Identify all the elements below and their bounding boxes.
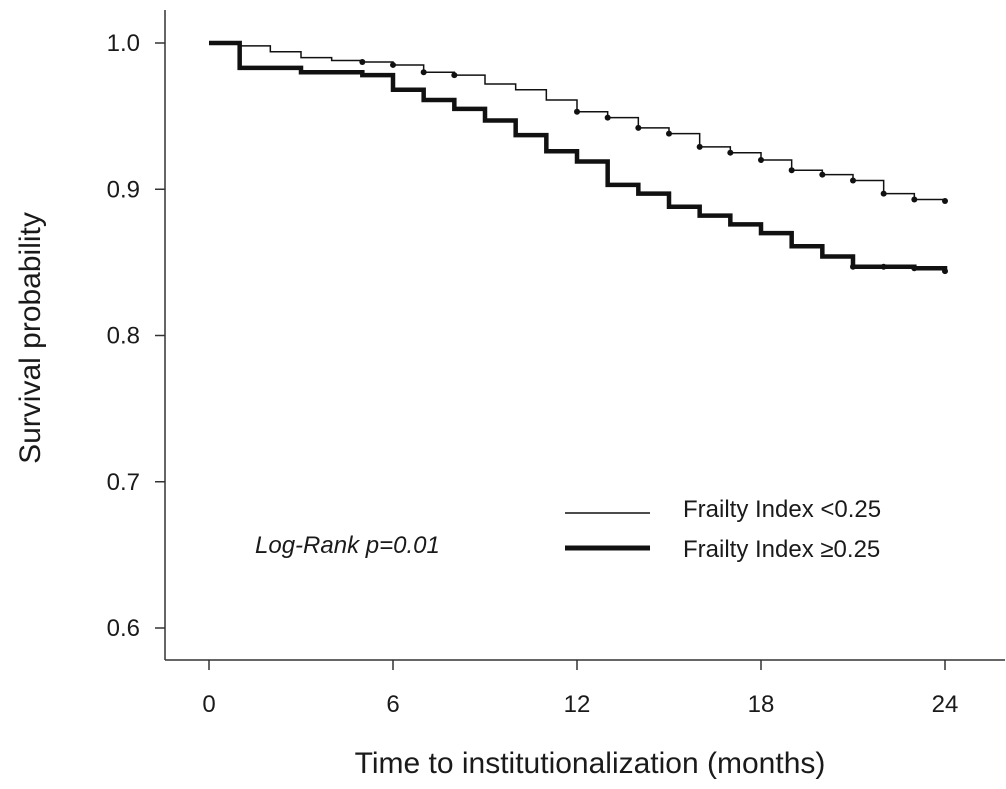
censor-mark [788,167,795,174]
censor-mark [390,61,396,68]
censor-mark [911,196,918,203]
x-tick-label: 12 [564,691,591,718]
legend-label-thin: Frailty Index <0.25 [683,496,881,523]
x-tick-label: 6 [386,691,399,718]
censor-mark [727,149,734,156]
ticks: 0 6 12 18 24 0.6 0.7 0.8 0.9 1.0 [107,30,959,718]
censor-mark [574,108,580,115]
censor-mark [359,59,366,66]
censor-mark [850,263,856,270]
y-tick-label: 0.9 [107,176,140,203]
censor-mark [604,114,611,121]
series-line-0 [209,42,946,201]
series-line-1 [209,40,948,272]
x-tick-label: 0 [202,691,215,718]
censor-mark [420,69,427,76]
y-tick-label: 0.8 [107,323,140,350]
censor-mark [850,177,856,184]
log-rank-annotation: Log-Rank p=0.01 [255,532,440,559]
legend: Frailty Index <0.25 Frailty Index ≥0.25 [565,496,881,563]
x-axis-title: Time to institutionalization (months) [355,747,826,780]
legend-label-thick: Frailty Index ≥0.25 [683,536,880,563]
censor-mark [758,157,764,163]
censor-mark [942,197,948,204]
censor-mark [880,263,887,270]
y-tick-label: 1.0 [107,30,140,57]
x-tick-label: 24 [932,691,959,718]
censor-mark [819,171,826,178]
censor-mark [666,130,672,137]
x-tick-label: 18 [748,691,775,718]
censor-mark [942,268,948,275]
y-tick-label: 0.7 [107,469,140,496]
series-layer [209,40,948,275]
censor-mark [635,124,642,131]
censor-mark [451,72,458,79]
censor-mark [880,190,887,197]
censor-mark [911,265,918,272]
y-tick-label: 0.6 [107,615,140,642]
censor-mark [696,143,703,150]
y-axis-title: Survival probability [14,212,47,464]
